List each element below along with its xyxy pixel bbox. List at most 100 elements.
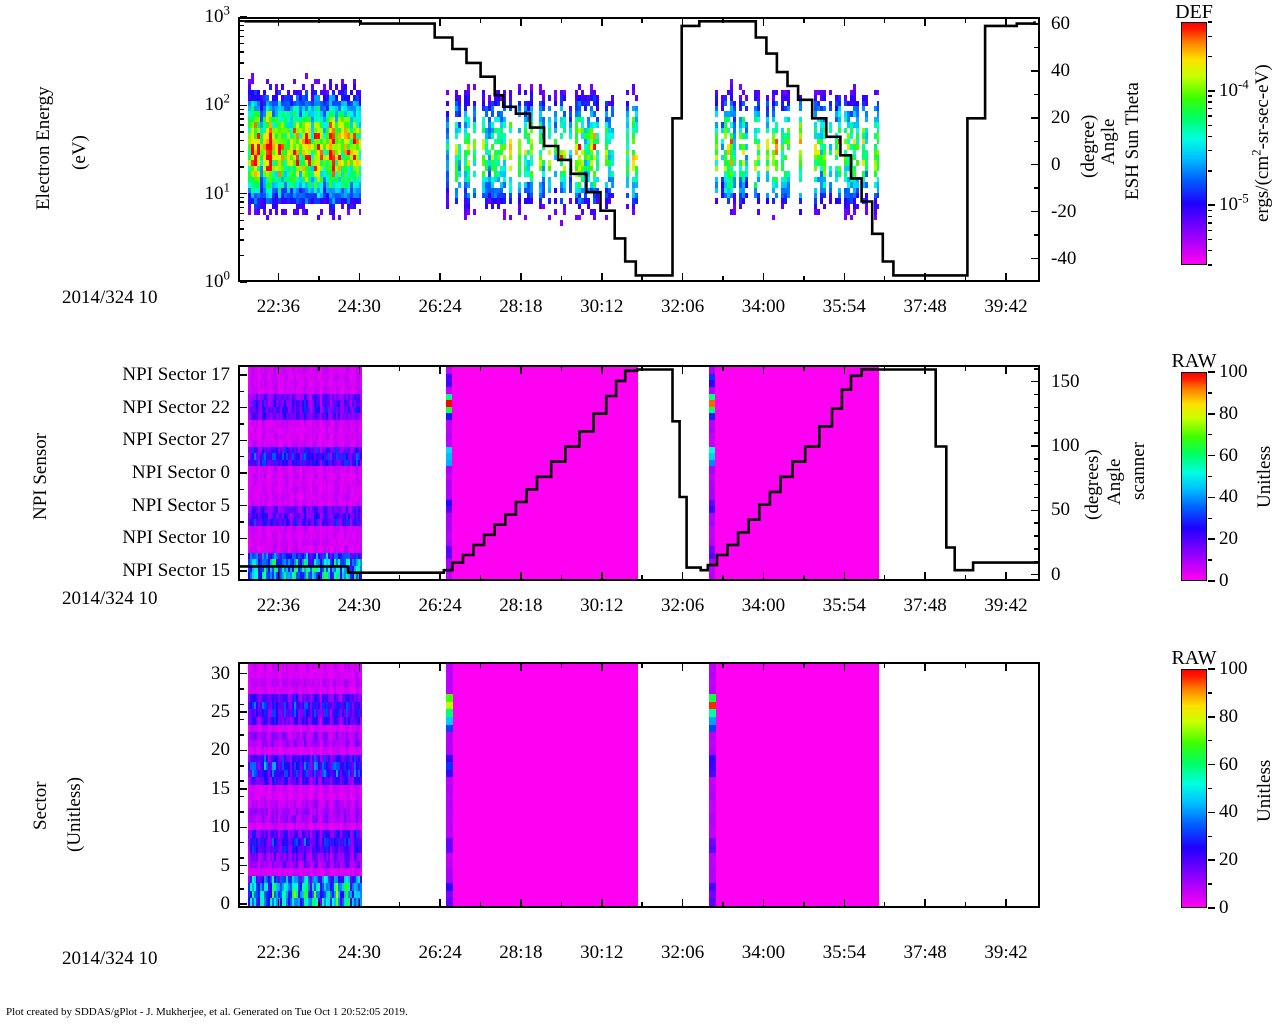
panel1-right-tick-label: 0 [1051, 153, 1061, 175]
x-tick-major-top [601, 367, 603, 374]
panel2-y-tick-major [240, 570, 247, 572]
panel1-colorbar-tick-minor [1208, 215, 1212, 218]
panel3-y-tick-label: 25 [211, 700, 230, 722]
x-tick-major [1005, 273, 1007, 280]
x-tick-minor-top [883, 19, 886, 23]
panel2-right-tick-major [1031, 573, 1038, 576]
x-tick-minor-top [560, 664, 563, 668]
panel3-y-tick-minor [240, 811, 244, 813]
panel3-y-tick-label: 30 [211, 662, 230, 684]
panel2-y-tick-major [240, 504, 247, 507]
panel2-right-tick-major [1031, 445, 1038, 447]
x-tick-minor-top [883, 664, 886, 668]
panel2-right-tick-minor [1034, 535, 1038, 537]
panel1-y-tick-minor [240, 77, 244, 80]
panel1-plot-frame [238, 17, 1040, 282]
panel2-y-tick-major [240, 472, 247, 474]
x-tick-minor-top [641, 664, 643, 668]
panel2-y-tick-label: NPI Sector 22 [122, 396, 230, 418]
panel1-right-tick-label: -20 [1051, 200, 1077, 222]
panel1-y-tick-minor [240, 254, 244, 257]
panel3-y-tick-label: 0 [220, 893, 231, 915]
x-tick-minor [883, 276, 886, 280]
x-tick-minor-top [318, 367, 320, 371]
panel2-right-tick-minor [1034, 496, 1038, 499]
panel1-colorbar-tick-minor [1208, 124, 1212, 127]
panel2-y-tick-minor [240, 553, 244, 556]
panel2-colorbar-tick-label: 40 [1219, 486, 1238, 508]
x-tick-minor [964, 575, 967, 579]
panel2-y-tick-minor [240, 423, 244, 425]
panel3-y-tick-major [240, 788, 247, 790]
panel3-colorbar-tick [1208, 859, 1215, 861]
panel2-colorbar-unit: Unitless [1254, 445, 1275, 508]
x-tick-minor [803, 276, 805, 280]
x-tick-label: 22:36 [256, 296, 301, 317]
panel2-right-tick-major [1031, 380, 1038, 383]
x-tick-label: 30:12 [580, 296, 624, 317]
x-tick-major [520, 572, 522, 579]
x-tick-major [520, 899, 522, 906]
panel1-y-tick-major [240, 192, 247, 195]
x-tick-major-top [762, 367, 765, 374]
x-tick-minor [560, 276, 563, 280]
x-tick-major [358, 899, 360, 906]
x-tick-label: 24:30 [337, 595, 381, 616]
x-tick-major [439, 899, 441, 906]
panel1-y-tick-minor [240, 20, 244, 22]
x-tick-major [439, 572, 441, 579]
x-tick-major-top [1005, 367, 1007, 374]
x-tick-minor [479, 575, 482, 579]
panel3-colorbar-unit: Unitless [1254, 759, 1275, 822]
x-tick-minor-top [964, 19, 967, 23]
panel1-right-tick-major [1031, 257, 1038, 260]
panel1-y-tick-label: 100 [204, 267, 230, 292]
x-tick-label: 39:42 [984, 296, 1028, 317]
x-tick-label: 26:24 [418, 595, 462, 616]
panel2-right-axis-label-3: (degrees) [1082, 449, 1103, 520]
x-tick-major-top [1005, 664, 1007, 671]
x-tick-major [601, 572, 603, 579]
panel2-y-tick-label: NPI Sector 5 [131, 494, 230, 516]
panel2-right-tick-label: 50 [1051, 499, 1070, 521]
panel3-colorbar-tick [1208, 811, 1215, 814]
x-tick-major-top [1005, 19, 1007, 26]
panel2-right-tick-major [1031, 509, 1038, 512]
panel2-right-tick-label: 150 [1051, 370, 1080, 392]
panel3-colorbar-tick-label: 80 [1219, 705, 1238, 727]
x-tick-label: 34:00 [741, 595, 786, 616]
panel1-y-tick-minor [240, 219, 244, 221]
x-tick-major [358, 273, 360, 280]
x-tick-major [762, 572, 765, 579]
x-tick-major-top [924, 367, 926, 374]
panel2-colorbar-tick-label: 0 [1219, 570, 1229, 591]
x-tick-minor-top [398, 367, 401, 371]
panel3-y-tick-label: 10 [211, 816, 230, 838]
x-tick-label: 22:36 [256, 595, 301, 616]
panel1-y-tick-minor [240, 124, 244, 126]
panel2-colorbar-tick-label: 80 [1219, 402, 1238, 424]
panel1-y-tick-minor [240, 228, 244, 230]
x-tick-minor [560, 902, 563, 906]
x-tick-label: 32:06 [660, 942, 705, 963]
x-tick-minor-top [803, 19, 805, 23]
panel2-y-tick-label: NPI Sector 17 [122, 364, 230, 385]
panel2-right-tick-minor [1034, 560, 1038, 563]
panel1-y-tick-minor [240, 212, 244, 214]
panel1-colorbar-tick-minor [1208, 222, 1212, 224]
panel3-colorbar-title: RAW [1171, 647, 1217, 669]
panel2-y-tick-label: NPI Sector 10 [122, 527, 230, 549]
panel2-y-tick-minor [240, 521, 244, 523]
panel3-colorbar-tick-label: 60 [1219, 753, 1238, 775]
x-tick-label: 32:06 [660, 595, 705, 616]
panel2-right-tick-minor [1034, 432, 1038, 434]
panel1-ylabel-line2: (eV) [69, 135, 90, 170]
panel2-colorbar-tick [1208, 454, 1215, 457]
panel2-y-tick-label: NPI Sector 15 [122, 560, 230, 581]
x-tick-major [924, 899, 926, 906]
x-tick-minor [964, 276, 967, 280]
panel3-colorbar-tick-minor [1208, 835, 1212, 838]
panel1-right-tick-major [1031, 210, 1038, 213]
panel1-y-tick-minor [240, 113, 244, 115]
panel3-y-tick-major [240, 672, 247, 675]
